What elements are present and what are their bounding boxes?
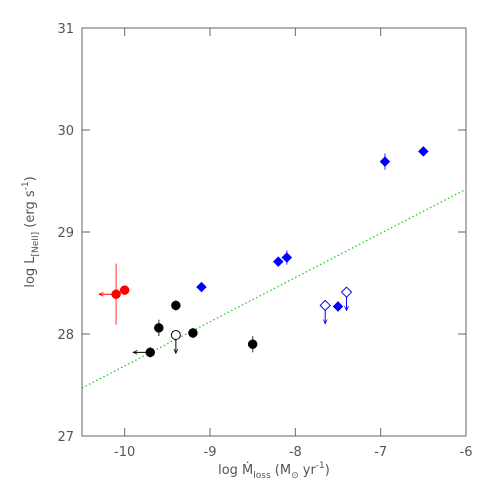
data-point [379,156,391,167]
x-label-part: ⊙ [291,471,299,481]
x-tick-label: -8 [289,445,302,460]
data-point [247,339,258,349]
y-tick-label: 29 [57,226,74,241]
y-axis-label: log L[NeII] (erg s-1) [21,176,41,287]
data-point [272,256,284,267]
x-tick-label: -7 [374,445,387,460]
data-point [171,300,181,311]
data-point [340,286,353,298]
fit-line [81,188,467,389]
data-point [154,323,164,333]
y-tick-label: 30 [57,124,74,139]
x-label-part: (M [271,463,291,478]
x-tick-label: -10 [114,445,135,460]
y-label-part: log L [23,256,38,288]
data-point [188,328,198,338]
y-label-part: [NeII] [31,232,41,257]
x-label-part: ) [325,463,330,478]
x-tick-label: -9 [204,445,217,460]
data-point [170,330,181,341]
plot-frame [81,27,467,437]
data-point [111,289,121,299]
data-point [332,301,344,312]
data-point [417,146,429,157]
data-point [319,299,331,312]
data-point [119,285,130,295]
y-tick-label: 31 [57,22,74,37]
y-tick-label: 28 [57,328,74,343]
y-label-part: (erg s [23,190,38,232]
data-point [145,347,156,358]
x-label-part: yr [299,463,317,478]
data-point [196,281,207,293]
x-label-part: log Ṁ [218,462,253,478]
y-label-part: -1 [21,181,31,190]
data-point [281,252,293,263]
x-label-part: -1 [316,461,325,471]
x-tick-label: -6 [460,445,473,460]
x-label-part: loss [253,471,271,481]
y-tick-label: 27 [57,430,74,445]
x-axis-label: log Ṁloss (M⊙ yr-1) [218,461,330,481]
y-label-part: ) [23,176,38,181]
